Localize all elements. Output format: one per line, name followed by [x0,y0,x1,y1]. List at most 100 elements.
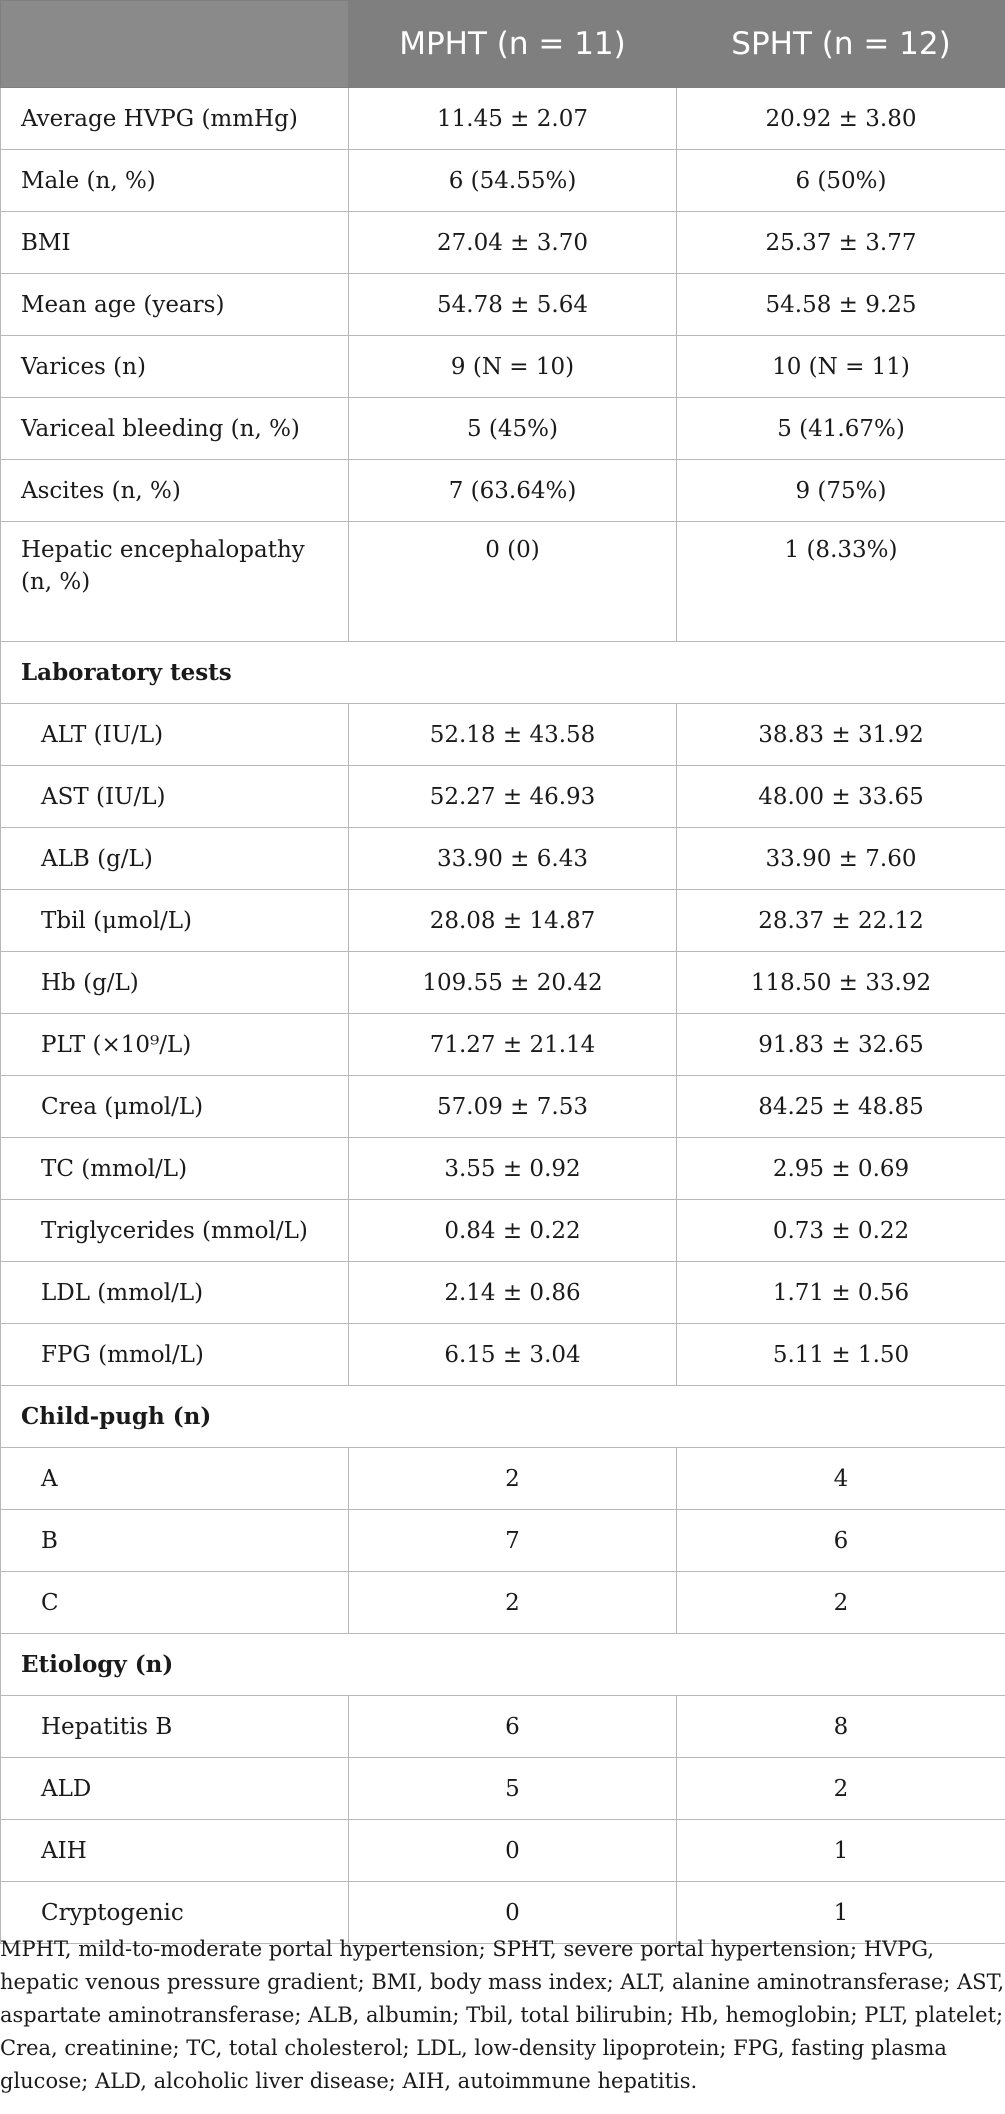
row-label: Ascites (n, %) [0,459,349,522]
mpht-value: 0 (0) [348,521,677,642]
row-label: ALB (g/L) [0,827,349,890]
row-label: Hb (g/L) [0,951,349,1014]
data-table-container: MPHT (n = 11) SPHT (n = 12) Average HVPG… [0,0,1005,1944]
mpht-value: 2 [348,1571,677,1634]
spht-value: 2 [676,1571,1005,1634]
spht-value: 6 (50%) [676,149,1005,212]
mpht-value: 6 [348,1695,677,1758]
table-row: Hb (g/L) 109.55 ± 20.42 118.50 ± 33.92 [0,951,1005,1014]
row-label: PLT (×10⁹/L) [0,1013,349,1076]
row-label: AST (IU/L) [0,765,349,828]
header-row: MPHT (n = 11) SPHT (n = 12) [0,0,1005,88]
spht-value: 1 [676,1881,1005,1944]
header-spht: SPHT (n = 12) [676,0,1005,88]
row-label: Cryptogenic [0,1881,349,1944]
mpht-value: 7 [348,1509,677,1572]
spht-value: 28.37 ± 22.12 [676,889,1005,952]
table-footnote: MPHT, mild-to-moderate portal hypertensi… [0,1937,1005,2093]
spht-value: 9 (75%) [676,459,1005,522]
spht-value: 1 [676,1819,1005,1882]
mpht-value: 3.55 ± 0.92 [348,1137,677,1200]
row-label: Triglycerides (mmol/L) [0,1199,349,1262]
row-label: Male (n, %) [0,149,349,212]
mpht-value: 2.14 ± 0.86 [348,1261,677,1324]
table-header: MPHT (n = 11) SPHT (n = 12) [0,0,1005,88]
table-row: FPG (mmol/L) 6.15 ± 3.04 5.11 ± 1.50 [0,1323,1005,1386]
mpht-value: 28.08 ± 14.87 [348,889,677,952]
spht-value: 1 (8.33%) [676,521,1005,642]
spht-value: 0.73 ± 0.22 [676,1199,1005,1262]
spht-value: 10 (N = 11) [676,335,1005,398]
spht-value: 48.00 ± 33.65 [676,765,1005,828]
row-label: Hepatitis B [0,1695,349,1758]
row-label: Average HVPG (mmHg) [0,87,349,150]
spht-value: 8 [676,1695,1005,1758]
mpht-value: 6.15 ± 3.04 [348,1323,677,1386]
spht-value: 6 [676,1509,1005,1572]
mpht-value: 52.27 ± 46.93 [348,765,677,828]
table-row: PLT (×10⁹/L) 71.27 ± 21.14 91.83 ± 32.65 [0,1013,1005,1076]
mpht-value: 0 [348,1819,677,1882]
row-label: Mean age (years) [0,273,349,336]
row-label: BMI [0,211,349,274]
row-label: Tbil (μmol/L) [0,889,349,952]
spht-value: 1.71 ± 0.56 [676,1261,1005,1324]
spht-value: 25.37 ± 3.77 [676,211,1005,274]
section-label: Etiology (n) [0,1633,1005,1696]
row-label: Crea (μmol/L) [0,1075,349,1138]
spht-value: 2 [676,1757,1005,1820]
header-mpht: MPHT (n = 11) [348,0,677,88]
table-row: ALT (IU/L) 52.18 ± 43.58 38.83 ± 31.92 [0,703,1005,766]
spht-value: 5.11 ± 1.50 [676,1323,1005,1386]
row-label: B [0,1509,349,1572]
header-label-column [0,0,349,88]
table-row: Triglycerides (mmol/L) 0.84 ± 0.22 0.73 ± … [0,1199,1005,1262]
table-row: Ascites (n, %) 7 (63.64%) 9 (75%) [0,459,1005,522]
row-label: ALD [0,1757,349,1820]
mpht-value: 9 (N = 10) [348,335,677,398]
characteristics-table: MPHT (n = 11) SPHT (n = 12) Average HVPG… [0,0,1005,1944]
row-label: AIH [0,1819,349,1882]
table-row: Hepatic encephalopathy (n, %) 0 (0) 1 (8.3… [0,521,1005,642]
table-row: AIH 0 1 [0,1819,1005,1882]
table-row: Varices (n) 9 (N = 10) 10 (N = 11) [0,335,1005,398]
table-row: Crea (μmol/L) 57.09 ± 7.53 84.25 ± 48.85 [0,1075,1005,1138]
spht-value: 20.92 ± 3.80 [676,87,1005,150]
spht-value: 118.50 ± 33.92 [676,951,1005,1014]
mpht-value: 5 [348,1757,677,1820]
section-header-row: Child-pugh (n) [0,1385,1005,1448]
mpht-value: 71.27 ± 21.14 [348,1013,677,1076]
mpht-value: 5 (45%) [348,397,677,460]
row-label: C [0,1571,349,1634]
row-label: Varices (n) [0,335,349,398]
table-row: Tbil (μmol/L) 28.08 ± 14.87 28.37 ± 22.12 [0,889,1005,952]
table-row: BMI 27.04 ± 3.70 25.37 ± 3.77 [0,211,1005,274]
table-row: Mean age (years) 54.78 ± 5.64 54.58 ± 9.25 [0,273,1005,336]
table-row: Variceal bleeding (n, %) 5 (45%) 5 (41.67%… [0,397,1005,460]
mpht-value: 6 (54.55%) [348,149,677,212]
mpht-value: 52.18 ± 43.58 [348,703,677,766]
mpht-value: 2 [348,1447,677,1510]
spht-value: 54.58 ± 9.25 [676,273,1005,336]
mpht-value: 33.90 ± 6.43 [348,827,677,890]
row-label: FPG (mmol/L) [0,1323,349,1386]
mpht-value: 11.45 ± 2.07 [348,87,677,150]
table-row: LDL (mmol/L) 2.14 ± 0.86 1.71 ± 0.56 [0,1261,1005,1324]
spht-value: 38.83 ± 31.92 [676,703,1005,766]
table-row: AST (IU/L) 52.27 ± 46.93 48.00 ± 33.65 [0,765,1005,828]
spht-value: 5 (41.67%) [676,397,1005,460]
row-label: Variceal bleeding (n, %) [0,397,349,460]
spht-value: 33.90 ± 7.60 [676,827,1005,890]
row-label: A [0,1447,349,1510]
table-row: Cryptogenic 0 1 [0,1881,1005,1944]
row-label: Hepatic encephalopathy (n, %) [0,521,349,642]
mpht-value: 27.04 ± 3.70 [348,211,677,274]
section-header-row: Etiology (n) [0,1633,1005,1696]
section-header-row: Laboratory tests [0,641,1005,704]
table-row: ALB (g/L) 33.90 ± 6.43 33.90 ± 7.60 [0,827,1005,890]
table-row: Average HVPG (mmHg) 11.45 ± 2.07 20.92 ± 3… [0,87,1005,150]
mpht-value: 57.09 ± 7.53 [348,1075,677,1138]
